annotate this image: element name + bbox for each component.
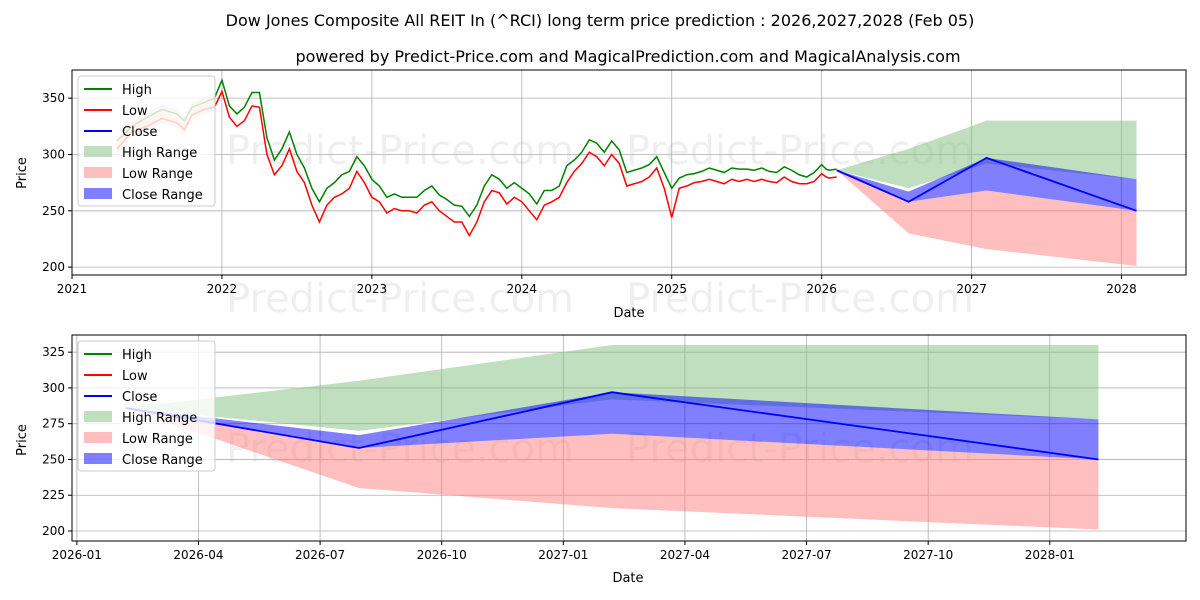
top-legend: High Low Close High Range Low Range Close Ran… [77,75,216,207]
legend-label: Close [122,125,157,140]
watermark-text: Predict-Price.com [226,276,574,322]
watermark-text: Predict-Price.com [226,128,574,174]
legend-box [77,75,216,207]
legend-label: Low Range [122,432,193,447]
y-tick-label: 300 [42,147,65,161]
bottom-plot-frame [71,334,1187,542]
bottom-ticks: 2026-01 2026-04 2026-07 2026-10 2027-01 2027-… [42,345,1075,562]
legend-box [77,340,216,472]
x-tick-label: 2026 [806,282,837,296]
x-tick-label: 2023 [357,282,388,296]
legend-label: Low [122,104,148,119]
y-tick-label: 200 [42,524,65,538]
top-plot-frame [71,69,1187,276]
legend-label: Low [122,369,148,384]
chart-subtitle: powered by Predict-Price.com and Magical… [295,47,960,66]
close-prediction-line [836,156,1137,212]
y-tick-label: 200 [42,260,65,274]
x-tick-label: 2024 [507,282,538,296]
x-tick-label: 2027-07 [781,548,831,562]
top-series [116,77,1137,266]
y-tick-label: 350 [42,91,65,105]
legend-swatch [84,146,112,157]
watermark-text: Predict-Price.com [626,276,974,322]
x-tick-label: 2028 [1106,282,1137,296]
y-tick-label: 250 [42,452,65,466]
legend-swatch [84,432,112,443]
legend-label: Close Range [122,188,203,203]
x-tick-label: 2021 [57,282,88,296]
legend-label: High [122,83,152,98]
y-tick-label: 250 [42,204,65,218]
close-range-band [836,157,1137,211]
legend-label: High Range [122,411,197,426]
legend-label: High [122,348,152,363]
bottom-y-axis-label: Price [15,424,30,456]
y-tick-label: 225 [42,488,65,502]
x-tick-label: 2026-10 [417,548,467,562]
y-tick-label: 325 [42,345,65,359]
chart-title: Dow Jones Composite All REIT In (^RCI) l… [226,11,975,30]
legend-label: Close [122,390,157,405]
legend-swatch [84,411,112,422]
y-tick-label: 300 [42,381,65,395]
x-tick-label: 2027-01 [538,548,588,562]
legend-label: Low Range [122,167,193,182]
top-ticks: 2021 2022 2023 2024 2025 2026 2027 2028 200 250 30… [42,91,1137,296]
x-tick-label: 2026-04 [173,548,223,562]
top-y-axis-label: Price [15,157,30,189]
legend-swatch [84,167,112,178]
legend-label: Close Range [122,453,203,468]
x-tick-label: 2027 [956,282,987,296]
y-tick-label: 275 [42,417,65,431]
legend-swatch [84,188,112,199]
x-tick-label: 2025 [656,282,687,296]
low-range-band [125,407,1099,530]
top-watermark-layer: Predict-Price.com Predict-Price.com Predic… [226,128,974,322]
high-range-band [125,345,1099,431]
close-range-band [125,392,1099,460]
low-range-band [836,170,1137,266]
x-tick-label: 2026-01 [52,548,102,562]
close-prediction-line [125,391,1099,461]
top-panel: Predict-Price.com Predict-Price.com Predic… [15,69,1187,322]
x-tick-label: 2028-01 [1025,548,1075,562]
bottom-series [125,345,1099,530]
low-line [116,89,837,238]
x-tick-label: 2022 [207,282,238,296]
bottom-legend: High Low Close High Range Low Range Close Ran… [77,340,216,472]
legend-label: High Range [122,146,197,161]
bottom-x-axis-label: Date [612,571,643,586]
x-tick-label: 2026-07 [295,548,345,562]
legend-swatch [84,453,112,464]
top-x-axis-label: Date [613,306,644,321]
x-tick-label: 2027-04 [660,548,710,562]
high-line [116,77,837,218]
x-tick-label: 2027-10 [903,548,953,562]
